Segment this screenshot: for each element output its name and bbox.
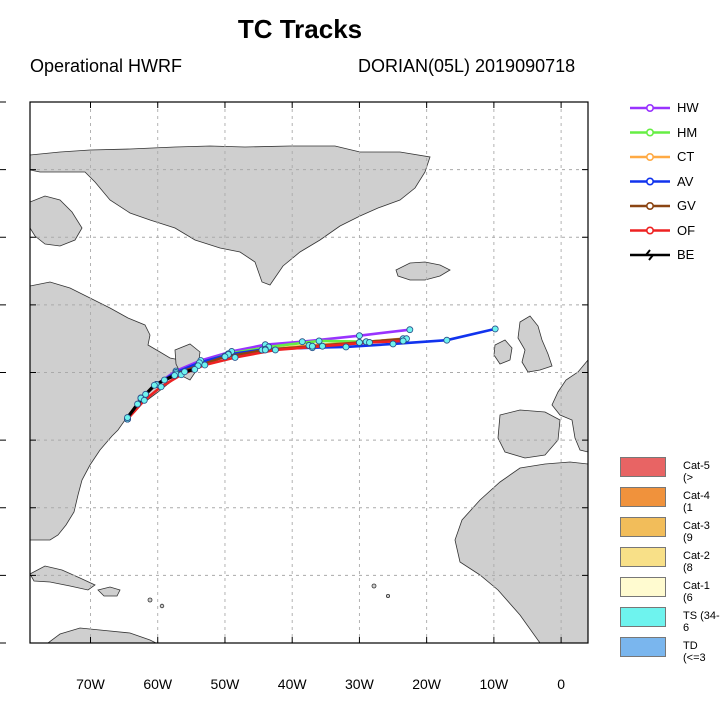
- lon-tick-label: 50W: [210, 676, 240, 692]
- intensity-label: Cat-5 (>: [683, 460, 710, 484]
- legend-marker: [645, 202, 654, 211]
- track-point-of: [157, 383, 165, 391]
- iceland: [395, 261, 451, 281]
- chart-title: TC Tracks: [237, 14, 363, 44]
- track-point-hw: [298, 338, 306, 346]
- track-legend-label: GV: [677, 198, 696, 213]
- track-point-gv: [221, 353, 229, 361]
- cape-verde-island: [385, 594, 390, 599]
- caribbean-island: [147, 597, 153, 603]
- greenland: [30, 145, 431, 286]
- track-point-be: [181, 368, 189, 376]
- lon-tick-label: 30W: [345, 676, 374, 692]
- intensity-swatch: [620, 517, 666, 537]
- track-point-be: [134, 400, 141, 408]
- track-point-be: [171, 372, 178, 379]
- track-point-of: [319, 342, 326, 350]
- cuba: [30, 565, 96, 591]
- axis-ticks: [0, 101, 588, 644]
- intensity-label: TS (34-6: [683, 610, 720, 634]
- intensity-label: TD (<=3: [683, 640, 706, 664]
- great-britain: [517, 315, 553, 373]
- track-point-of: [271, 346, 279, 354]
- track-point-of: [366, 339, 373, 346]
- legend-marker: [645, 104, 654, 113]
- track-point-be: [191, 366, 199, 373]
- lat-lon-grid: [30, 102, 588, 643]
- track-point-be: [124, 414, 131, 421]
- baffin-island: [30, 195, 83, 247]
- track-point-be: [142, 390, 150, 398]
- track-point-be: [161, 376, 168, 384]
- iberia: [497, 409, 561, 459]
- track-legend-label: HM: [677, 124, 698, 140]
- track-point-of: [399, 337, 407, 345]
- lon-tick-label: 40W: [277, 676, 307, 692]
- land-layer: [30, 145, 588, 643]
- legend-marker: [645, 177, 654, 186]
- intensity-swatch: [620, 457, 666, 477]
- africa: [454, 461, 588, 643]
- storm-label: DORIAN(05L) 2019090718: [358, 56, 576, 76]
- track-legend-label: OF: [677, 222, 696, 238]
- intensity-swatch: [620, 607, 666, 627]
- track-point-of: [140, 396, 148, 404]
- legend-marker: [645, 128, 654, 137]
- lon-tick-label: 60W: [143, 676, 173, 692]
- track-point-av: [389, 340, 397, 348]
- hispaniola: [97, 586, 121, 597]
- lon-tick-label: 20W: [412, 676, 442, 692]
- legend-marker: [645, 153, 654, 162]
- caribbean-island: [159, 603, 165, 609]
- lon-tick-label: 70W: [76, 676, 105, 692]
- track-point-gv: [356, 339, 363, 346]
- intensity-label: Cat-1 (6: [683, 580, 710, 604]
- track-point-gv: [308, 342, 316, 350]
- track-legend-label: CT: [677, 149, 695, 164]
- track-point-gv: [261, 346, 269, 354]
- intensity-label: Cat-3 (9: [683, 520, 710, 544]
- track-point-of: [201, 361, 209, 369]
- lon-tick-label: 0: [557, 676, 565, 692]
- track-point-hw: [356, 332, 363, 340]
- track-legend-label: BE: [677, 247, 695, 262]
- model-label: Operational HWRF: [30, 56, 183, 76]
- storm-tracks: [124, 325, 499, 423]
- legend-marker: [645, 226, 654, 235]
- track-point-be: [150, 381, 158, 389]
- track-point-hw: [406, 326, 414, 334]
- intensity-swatch: [620, 577, 666, 597]
- intensity-swatch: [620, 547, 666, 567]
- track-legend-label: AV: [677, 173, 694, 189]
- cape-verde-island: [371, 583, 377, 589]
- intensity-swatch: [620, 487, 666, 507]
- track-point-hm: [315, 337, 323, 345]
- north-america: [30, 281, 191, 541]
- hurricane-symbol-icon: [643, 249, 656, 261]
- track-point-av: [491, 325, 499, 333]
- track-legend-lines: [630, 104, 670, 261]
- europe: [551, 359, 588, 453]
- lon-tick-label: 10W: [479, 676, 509, 692]
- intensity-label: Cat-4 (1: [683, 490, 710, 514]
- track-point-of: [231, 354, 239, 361]
- track-point-av: [443, 336, 451, 344]
- intensity-label: Cat-2 (8: [683, 550, 710, 574]
- intensity-swatch: [620, 637, 666, 657]
- track-legend-label: HW: [677, 100, 699, 115]
- track-point-av: [342, 343, 350, 351]
